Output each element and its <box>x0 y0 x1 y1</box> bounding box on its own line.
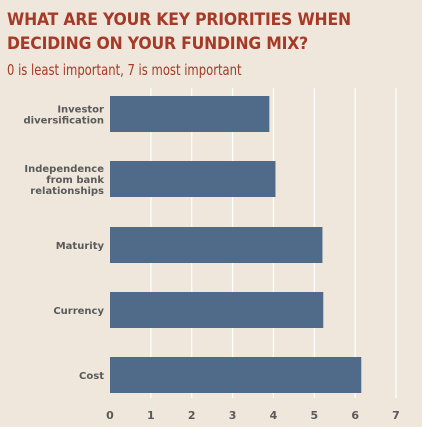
x-tick-label: 5 <box>310 409 318 422</box>
category-label: Investor diversification <box>24 105 105 127</box>
category-label: Maturity <box>56 241 105 252</box>
bar <box>110 96 270 132</box>
x-tick-label: 7 <box>392 409 400 422</box>
x-tick-label: 1 <box>147 409 155 422</box>
x-tick-label: 6 <box>351 409 359 422</box>
chart-title: WHAT ARE YOUR KEY PRIORITIES WHEN DECIDI… <box>7 10 351 54</box>
bars <box>110 96 362 393</box>
bar <box>110 161 276 197</box>
category-label: Cost <box>79 371 104 382</box>
chart-subtitle: 0 is least important, 7 is most importan… <box>7 61 242 79</box>
bar <box>110 227 323 263</box>
x-tick-label: 4 <box>270 409 278 422</box>
x-tick-label: 0 <box>106 409 114 422</box>
x-axis-tick-labels: 0 1 2 3 4 5 6 7 <box>106 409 400 422</box>
bar <box>110 292 324 328</box>
category-label: Currency <box>53 306 104 317</box>
x-tick-label: 3 <box>229 409 237 422</box>
bar <box>110 357 362 393</box>
category-labels: Investor diversification Independence from … <box>24 105 105 383</box>
category-label: Independence from bank relationships <box>24 164 104 197</box>
x-tick-label: 2 <box>188 409 196 422</box>
